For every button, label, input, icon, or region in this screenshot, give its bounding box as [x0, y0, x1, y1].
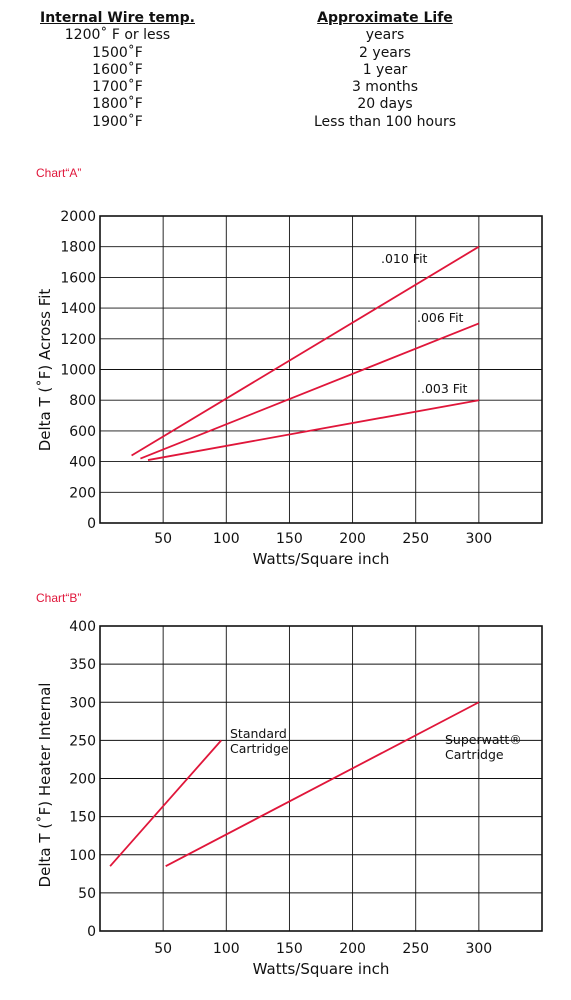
- life-cell: 1 year: [362, 61, 408, 78]
- temp-cell: 1800˚F: [92, 96, 143, 113]
- chart-a-series-line: [147, 399, 480, 461]
- table-row: 1600˚F 1 year: [0, 62, 571, 79]
- chart-b-series-label: Superwatt®: [445, 732, 522, 747]
- chart-a-y-tick-label: 800: [69, 393, 96, 409]
- life-column-header: Approximate Life: [317, 10, 453, 26]
- chart-a-series-label: .003 Fit: [421, 381, 468, 396]
- temp-cell: 1700˚F: [92, 79, 143, 96]
- chart-a-y-tick-label: 1000: [60, 363, 96, 379]
- chart-b-y-tick-label: 200: [69, 772, 96, 788]
- chart-b-y-tick-label: 150: [69, 810, 96, 826]
- chart-b-x-tick-label: 300: [465, 941, 492, 957]
- chart-b-y-tick-label: 100: [69, 848, 96, 864]
- chart-a-plot-frame: [99, 215, 543, 524]
- chart-a-y-tick-label: 1800: [60, 240, 96, 256]
- chart-a-y-tick-label: 1600: [60, 270, 96, 286]
- table-row: 1500˚F 2 years: [0, 45, 571, 62]
- chart-b-x-tick-label: 250: [402, 941, 429, 957]
- chart-b-y-tick-label: 250: [69, 733, 96, 749]
- table-row: 1200˚ F or less years: [0, 27, 571, 44]
- chart-b-x-axis-label: Watts/Square inch: [253, 960, 390, 978]
- chart-a-x-tick-label: 50: [154, 531, 172, 547]
- chart-b-y-tick-label: 0: [87, 924, 96, 940]
- chart-a-x-tick-label: 150: [276, 531, 303, 547]
- chart-b-x-tick-label: 150: [276, 941, 303, 957]
- chart-b-y-tick-label: 50: [78, 886, 96, 902]
- chart-a-y-tick-label: 600: [69, 424, 96, 440]
- chart-a-y-tick-label: 1200: [60, 332, 96, 348]
- chart-a-y-axis-label: Delta T (˚F) Across Fit: [36, 289, 54, 452]
- chart-a-x-tick-label: 100: [213, 531, 240, 547]
- chart-a-y-tick-label: 400: [69, 455, 96, 471]
- life-table: Internal Wire temp. Approximate Life 120…: [0, 10, 571, 131]
- chart-b-y-tick-label: 350: [69, 657, 96, 673]
- life-table-header: Internal Wire temp. Approximate Life: [0, 10, 571, 27]
- chart-b-series-line: [109, 739, 222, 867]
- chart-b-series-label: Cartridge: [445, 747, 504, 762]
- chart-a-y-tick-label: 2000: [60, 209, 96, 225]
- chart-b-x-tick-label: 200: [339, 941, 366, 957]
- chart-b-series-label: Cartridge: [230, 741, 289, 756]
- temp-cell: 1200˚ F or less: [64, 27, 171, 44]
- chart-a-x-tick-label: 300: [465, 531, 492, 547]
- chart-a-label: Chart“A”: [36, 166, 82, 180]
- chart-a-x-tick-label: 250: [402, 531, 429, 547]
- chart-b-plot-frame: [99, 625, 543, 932]
- chart-a-series-line: [131, 245, 480, 457]
- temp-cell: 1500˚F: [92, 44, 143, 61]
- chart-a-y-tick-label: 200: [69, 485, 96, 501]
- temp-cell: 1600˚F: [92, 61, 143, 78]
- table-row: 1700˚F 3 months: [0, 79, 571, 96]
- temp-column-header: Internal Wire temp.: [40, 10, 195, 26]
- chart-a-series-label: .006 Fit: [417, 310, 464, 325]
- life-cell: 2 years: [359, 44, 411, 61]
- table-row: 1900˚F Less than 100 hours: [0, 114, 571, 131]
- life-cell: 3 months: [351, 79, 419, 96]
- chart-b-label: Chart“B”: [36, 591, 82, 605]
- chart-b-y-tick-label: 400: [69, 619, 96, 635]
- chart-b-x-tick-label: 100: [213, 941, 240, 957]
- chart-b-series-line: [165, 701, 480, 867]
- chart-b-x-tick-label: 50: [154, 941, 172, 957]
- table-row: 1800˚F 20 days: [0, 96, 571, 113]
- chart-b-y-tick-label: 300: [69, 695, 96, 711]
- life-cell: 20 days: [357, 96, 413, 113]
- chart-b-y-axis-label: Delta T (˚F) Heater Internal: [36, 683, 54, 888]
- chart-a-y-tick-label: 0: [87, 516, 96, 532]
- chart-a-x-axis-label: Watts/Square inch: [253, 550, 390, 568]
- chart-b-series-label: Standard: [230, 726, 287, 741]
- temp-cell: 1900˚F: [92, 113, 143, 130]
- chart-a-y-tick-label: 1400: [60, 301, 96, 317]
- chart-a-series-label: .010 Fit: [381, 251, 428, 266]
- chart-a-series-line: [140, 322, 480, 460]
- life-cell: years: [365, 27, 405, 44]
- life-cell: Less than 100 hours: [313, 113, 456, 130]
- chart-a-x-tick-label: 200: [339, 531, 366, 547]
